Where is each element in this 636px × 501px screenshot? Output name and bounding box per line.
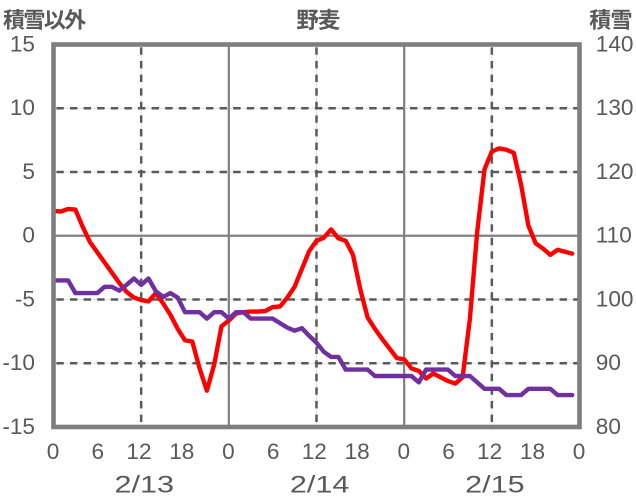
svg-text:10: 10 bbox=[10, 95, 35, 120]
svg-text:-15: -15 bbox=[2, 414, 35, 439]
svg-text:2/14: 2/14 bbox=[290, 472, 350, 498]
svg-text:120: 120 bbox=[596, 159, 634, 184]
svg-text:12: 12 bbox=[477, 439, 502, 464]
svg-text:0: 0 bbox=[573, 439, 586, 464]
svg-text:100: 100 bbox=[596, 286, 634, 311]
svg-text:-5: -5 bbox=[15, 286, 35, 311]
svg-text:12: 12 bbox=[126, 439, 151, 464]
svg-text:18: 18 bbox=[169, 439, 194, 464]
svg-text:0: 0 bbox=[47, 439, 60, 464]
svg-text:6: 6 bbox=[442, 439, 455, 464]
svg-text:90: 90 bbox=[596, 350, 621, 375]
svg-text:6: 6 bbox=[92, 439, 105, 464]
svg-text:12: 12 bbox=[302, 439, 327, 464]
svg-text:18: 18 bbox=[345, 439, 370, 464]
svg-text:0: 0 bbox=[398, 439, 411, 464]
svg-text:110: 110 bbox=[596, 223, 632, 248]
svg-text:80: 80 bbox=[596, 414, 621, 439]
svg-text:2/15: 2/15 bbox=[465, 472, 525, 498]
svg-text:0: 0 bbox=[222, 439, 235, 464]
svg-text:6: 6 bbox=[267, 439, 280, 464]
svg-text:-10: -10 bbox=[2, 350, 35, 375]
svg-text:0: 0 bbox=[22, 223, 35, 248]
svg-text:130: 130 bbox=[596, 95, 634, 120]
svg-text:5: 5 bbox=[22, 159, 35, 184]
svg-text:15: 15 bbox=[10, 31, 35, 56]
svg-text:140: 140 bbox=[596, 31, 634, 56]
svg-text:18: 18 bbox=[520, 439, 545, 464]
svg-text:2/13: 2/13 bbox=[115, 472, 175, 498]
